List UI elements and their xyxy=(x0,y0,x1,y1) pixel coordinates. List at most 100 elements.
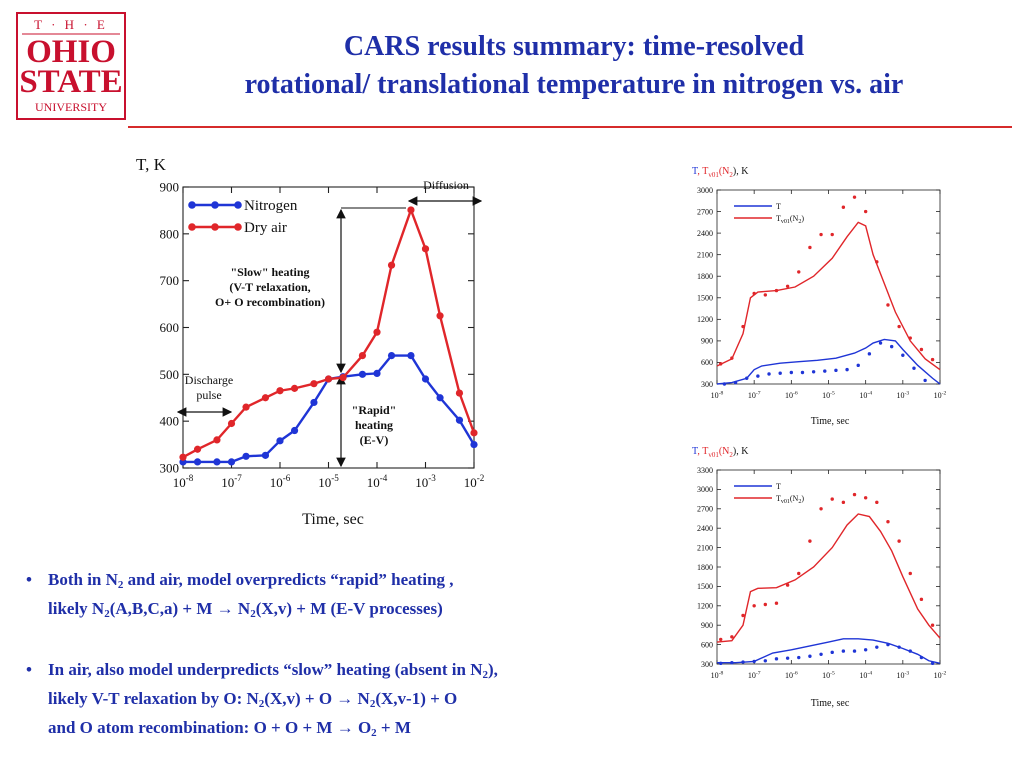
subscript: 2 xyxy=(250,608,256,620)
tick-exponent: -3 xyxy=(904,670,909,676)
y-tick-label: 1500 xyxy=(697,294,713,303)
data-point xyxy=(808,654,812,658)
logo-state: STATE xyxy=(19,64,122,100)
data-marker xyxy=(436,312,444,320)
tick-exponent: -4 xyxy=(867,670,872,676)
tick-base: 10 xyxy=(221,475,234,490)
title-part: (N xyxy=(719,166,730,177)
data-point xyxy=(923,378,927,383)
data-point xyxy=(741,660,745,664)
data-point xyxy=(886,642,890,647)
legend-part: (N xyxy=(790,214,799,223)
title-line-1: CARS results summary: time-resolved xyxy=(343,31,805,62)
legend-part: T xyxy=(776,494,781,503)
y-tick-label: 3300 xyxy=(697,466,713,475)
y-tick-label: 2100 xyxy=(697,250,713,259)
y-axis-title: T, Tv01(N2), K xyxy=(692,446,749,459)
legend-marker xyxy=(188,201,196,209)
title-part: (N xyxy=(719,446,730,457)
legend-part: (N xyxy=(790,494,799,503)
data-point xyxy=(730,661,734,665)
bullet-dot: • xyxy=(26,660,32,679)
tick-exponent: -5 xyxy=(830,670,835,676)
bullet-text: (X,v) + O → N xyxy=(264,689,370,708)
bullet-text: and air, model overpredicts “rapid” heat… xyxy=(123,570,454,589)
subscript: 2 xyxy=(104,608,110,620)
title-part: ), K xyxy=(733,446,749,457)
data-point xyxy=(763,293,768,297)
data-point xyxy=(912,366,916,370)
data-point xyxy=(841,500,846,505)
x-tick-label: 10-8 xyxy=(711,670,724,680)
y-tick-label: 3000 xyxy=(697,186,713,195)
data-point xyxy=(763,602,768,607)
x-tick-label: 10-3 xyxy=(896,670,909,680)
data-point xyxy=(841,205,846,209)
data-marker xyxy=(324,375,333,383)
legend-label: Dry air xyxy=(244,220,287,236)
data-point xyxy=(774,601,779,605)
data-point xyxy=(875,260,879,264)
data-point xyxy=(919,597,924,602)
finding-rapid-heating: • Both in N2 and air, model overpredicts… xyxy=(22,568,672,626)
data-marker xyxy=(261,451,270,459)
data-point xyxy=(763,659,768,663)
data-point xyxy=(863,209,868,214)
data-point xyxy=(875,645,879,649)
annotation-rapid-heating: heating xyxy=(355,418,393,432)
data-point xyxy=(878,341,883,345)
data-marker xyxy=(455,389,464,397)
bullet-text: In air, also model underpredicts “slow” … xyxy=(48,660,483,679)
y-tick-label: 2700 xyxy=(697,207,713,216)
bullet-text: and O atom recombination: O + O + M → O xyxy=(48,718,372,737)
data-point xyxy=(797,655,801,660)
y-tick-label: 300 xyxy=(701,660,713,669)
main-ylabel: T, K xyxy=(136,155,167,174)
legend-part: ) xyxy=(801,494,804,503)
x-tick-label: 10-2 xyxy=(934,670,947,680)
x-tick-label: 10-2 xyxy=(464,473,485,490)
title-part: T xyxy=(692,166,698,177)
findings-list: • Both in N2 and air, model overpredicts… xyxy=(22,568,672,745)
data-point xyxy=(808,245,812,250)
data-point xyxy=(875,500,879,505)
data-marker xyxy=(213,458,221,466)
data-point xyxy=(797,571,801,576)
x-tick-label: 10-6 xyxy=(785,390,798,400)
legend-marker xyxy=(211,201,219,209)
y-tick-label: 900 xyxy=(701,621,713,630)
annotation-slow-heating: (V-T relaxation, xyxy=(229,280,310,294)
x-tick-label: 10-4 xyxy=(859,390,872,400)
title-part: v01 xyxy=(708,171,719,179)
data-point xyxy=(752,291,756,296)
data-point xyxy=(930,661,935,666)
series-line xyxy=(182,206,476,459)
tick-base: 10 xyxy=(415,475,428,490)
annotation-diffusion: Diffusion xyxy=(423,178,469,192)
tick-exponent: -7 xyxy=(756,390,761,396)
slide-title: CARS results summary: time-resolved rota… xyxy=(140,28,1008,104)
data-point xyxy=(819,652,823,656)
x-tick-label: 10-7 xyxy=(221,473,242,490)
tick-base: 10 xyxy=(748,671,756,680)
y-tick-label: 2400 xyxy=(697,229,713,238)
title-part: v01 xyxy=(708,451,719,459)
data-marker xyxy=(407,352,415,360)
annotation-discharge: Discharge xyxy=(185,373,233,387)
y-tick-label: 1200 xyxy=(697,315,713,324)
series-line xyxy=(717,638,941,665)
x-tick-label: 10-5 xyxy=(318,473,339,490)
tick-exponent: -3 xyxy=(428,473,436,483)
data-point xyxy=(722,382,727,386)
data-point xyxy=(845,367,849,372)
bullet-text: ), xyxy=(488,660,498,679)
series-line xyxy=(716,338,941,385)
annotation-rapid-heating: (E-V) xyxy=(360,433,389,447)
data-marker xyxy=(310,398,318,407)
legend-marker xyxy=(211,223,219,231)
y-tick-label: 2700 xyxy=(697,505,713,514)
data-point xyxy=(852,195,857,199)
model-chart-nitrogen: T, Tv01(N2), K 3006009001200150018002100… xyxy=(692,166,947,427)
x-tick-label: 10-6 xyxy=(785,670,798,680)
data-point xyxy=(908,336,912,340)
